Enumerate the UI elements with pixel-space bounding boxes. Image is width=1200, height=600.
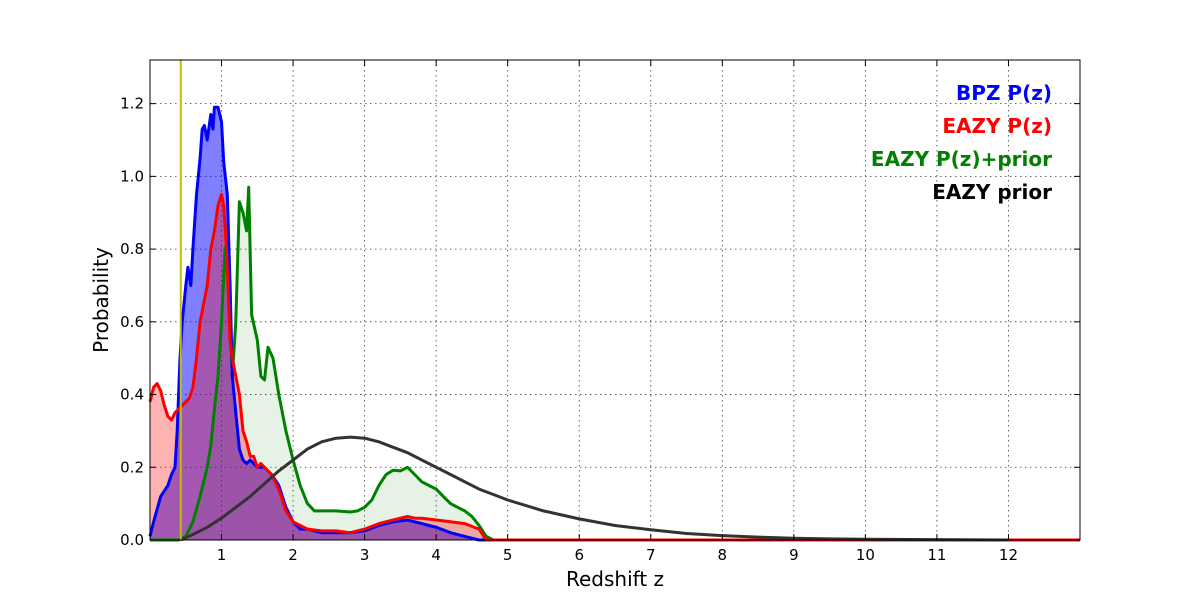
y-tick-label: 1.2 (120, 95, 144, 113)
x-axis-label: Redshift z (566, 567, 664, 591)
x-tick-label: 2 (288, 546, 298, 564)
eazy-p-z-area (150, 194, 1080, 540)
y-axis-label: Probability (89, 247, 113, 353)
y-tick-label: 0.2 (120, 458, 144, 476)
eazy-p-z-line (148, 193, 1080, 542)
x-tick-label: 5 (503, 546, 513, 564)
x-tick-label: 9 (789, 546, 799, 564)
plot-frame (149, 59, 1081, 541)
legend-label-eazy-prior: EAZY prior (932, 180, 1052, 204)
plot-background (150, 60, 1080, 540)
x-tick-label: 12 (999, 546, 1018, 564)
legend-label-bpz-p-z: BPZ P(z) (956, 81, 1052, 105)
y-tick-labels: 0.0 0.2 0.4 0.6 0.8 1.0 1.2 (120, 95, 144, 549)
legend-label-eazy-p-z-prior: EAZY P(z)+prior (871, 147, 1052, 171)
x-tick-label: 4 (431, 546, 441, 564)
x-tick-label: 1 (217, 546, 227, 564)
bpz-p-z-area (150, 107, 1080, 541)
series-lines (148, 105, 1080, 542)
y-tick-label: 0.4 (120, 386, 144, 404)
bpz-p-z-line (148, 105, 1080, 542)
eazy-prior-line (180, 435, 1009, 542)
x-tick-label: 11 (927, 546, 946, 564)
series-fills (150, 107, 1080, 541)
x-tick-label: 6 (574, 546, 584, 564)
x-tick-label: 10 (856, 546, 875, 564)
x-tick-label: 7 (646, 546, 656, 564)
legend-label-eazy-p-z: EAZY P(z) (942, 114, 1052, 138)
x-tick-label: 8 (718, 546, 728, 564)
x-tick-labels: 1 2 3 4 5 6 7 8 9 10 11 12 (217, 546, 1018, 564)
axis-ticks (150, 60, 1080, 541)
x-tick-label: 3 (360, 546, 370, 564)
grid (150, 60, 1080, 540)
y-tick-label: 1.0 (120, 167, 144, 185)
y-tick-label: 0.0 (120, 531, 144, 549)
y-tick-label: 0.6 (120, 313, 144, 331)
legend: BPZ P(z) EAZY P(z) EAZY P(z)+prior EAZY pri… (871, 81, 1052, 204)
y-tick-label: 0.8 (120, 240, 144, 258)
